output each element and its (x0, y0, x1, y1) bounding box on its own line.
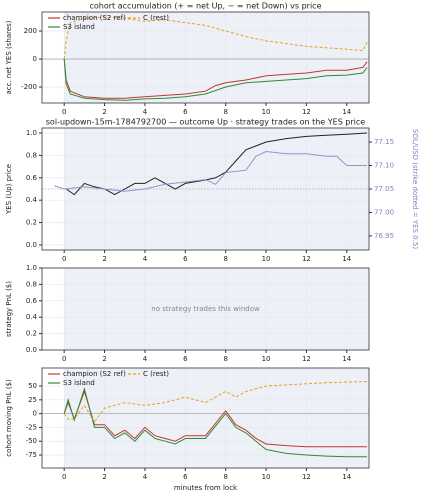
x-tick-label: 2 (102, 108, 106, 116)
x-axis-label: minutes from lock (174, 484, 238, 492)
x-tick-label: 14 (342, 255, 351, 263)
shade (64, 12, 369, 103)
y2-tick-label: 76.95 (374, 232, 394, 240)
x-tick-label: 10 (262, 355, 271, 363)
y-tick-label: 0.6 (26, 297, 38, 305)
y-tick-label: -75 (26, 451, 37, 459)
y-tick-label: 1.0 (26, 264, 37, 272)
x-tick-label: 14 (342, 473, 351, 481)
panel-title: cohort accumulation (+ = net Up, − = net… (89, 2, 321, 11)
y-tick-label: 25 (28, 396, 37, 404)
x-tick-label: 4 (143, 255, 148, 263)
x-tick-label: 12 (302, 473, 311, 481)
y-tick-label: 0.4 (26, 196, 38, 204)
x-tick-label: 2 (102, 473, 106, 481)
y-tick-label: 0 (33, 410, 37, 418)
x-tick-label: 2 (102, 355, 106, 363)
shade (64, 368, 369, 468)
x-tick-label: 10 (262, 108, 271, 116)
legend-label: S3 island (63, 23, 95, 31)
x-tick-label: 4 (143, 473, 148, 481)
x-tick-label: 8 (223, 255, 227, 263)
series-line (63, 381, 368, 423)
series-line (63, 389, 367, 448)
x-tick-label: 6 (183, 355, 188, 363)
x-tick-label: 6 (183, 473, 188, 481)
y-tick-label: 0.8 (26, 280, 37, 288)
legend-label: champion (S2 ref) (63, 370, 126, 378)
plot-frame (41, 267, 370, 351)
x-tick-label: 2 (102, 255, 106, 263)
y-tick-label: -25 (26, 423, 37, 431)
x-tick-label: 0 (62, 355, 66, 363)
y2-tick-label: 77.05 (374, 185, 394, 193)
y-axis-label: acc. net YES (shares) (5, 20, 13, 94)
x-tick-label: 6 (183, 108, 188, 116)
annotation: no strategy trades this window (151, 305, 260, 313)
x-tick-label: 12 (302, 255, 311, 263)
y-tick-label: 0.0 (26, 346, 37, 354)
plot-frame (41, 127, 370, 251)
shade (64, 268, 369, 350)
y-tick-label: 0.4 (26, 313, 38, 321)
y2-tick-label: 77.00 (374, 208, 394, 216)
x-tick-label: 8 (223, 473, 227, 481)
x-tick-label: 4 (143, 355, 148, 363)
x-tick-label: 0 (62, 473, 66, 481)
x-tick-label: 8 (223, 355, 227, 363)
panel-title: sol-updown-15m-1784792700 — outcome Up ·… (46, 118, 366, 127)
legend-label: champion (S2 ref) (63, 14, 126, 22)
y-axis-label: cohort moving PnL ($) (5, 379, 13, 457)
y-tick-label: 50 (28, 382, 37, 390)
x-tick-label: 8 (223, 108, 227, 116)
plot-frame (41, 11, 370, 104)
x-tick-label: 4 (143, 108, 148, 116)
x-tick-label: 12 (302, 108, 311, 116)
series-line (63, 58, 368, 99)
y2-tick-label: 77.15 (374, 138, 394, 146)
y-tick-label: -50 (26, 437, 37, 445)
series-line (53, 150, 367, 192)
x-tick-label: 14 (342, 355, 351, 363)
x-tick-label: 12 (302, 355, 311, 363)
x-tick-label: 0 (62, 255, 66, 263)
x-tick-label: 10 (262, 473, 271, 481)
x-tick-label: 14 (342, 108, 351, 116)
legend-label: C (rest) (143, 370, 169, 378)
y-tick-label: 1.0 (26, 129, 37, 137)
y-axis-label: strategy PnL ($) (5, 281, 13, 337)
y-tick-label: 0.2 (26, 219, 37, 227)
legend-label: C (rest) (143, 14, 169, 22)
y2-tick-label: 77.10 (374, 162, 394, 170)
y-tick-label: 0 (33, 55, 37, 63)
y-tick-label: 0.8 (26, 151, 37, 159)
y2-axis-label: SOL/USD (strike dotted = YES 0.5) (411, 129, 419, 249)
x-tick-label: 0 (62, 108, 66, 116)
plot-frame (41, 367, 370, 469)
x-tick-label: 10 (262, 255, 271, 263)
y-tick-label: 0.0 (26, 241, 37, 249)
y-tick-label: 200 (24, 27, 37, 35)
series-line (63, 58, 368, 101)
y-axis-label: YES (Up) price (5, 164, 13, 215)
series-line (63, 16, 368, 60)
legend-label: S3 island (63, 379, 95, 387)
y-tick-label: -200 (21, 83, 37, 91)
x-tick-label: 6 (183, 255, 188, 263)
y-tick-label: 0.2 (26, 330, 37, 338)
series-line (63, 387, 367, 458)
y-tick-label: 0.6 (26, 174, 38, 182)
